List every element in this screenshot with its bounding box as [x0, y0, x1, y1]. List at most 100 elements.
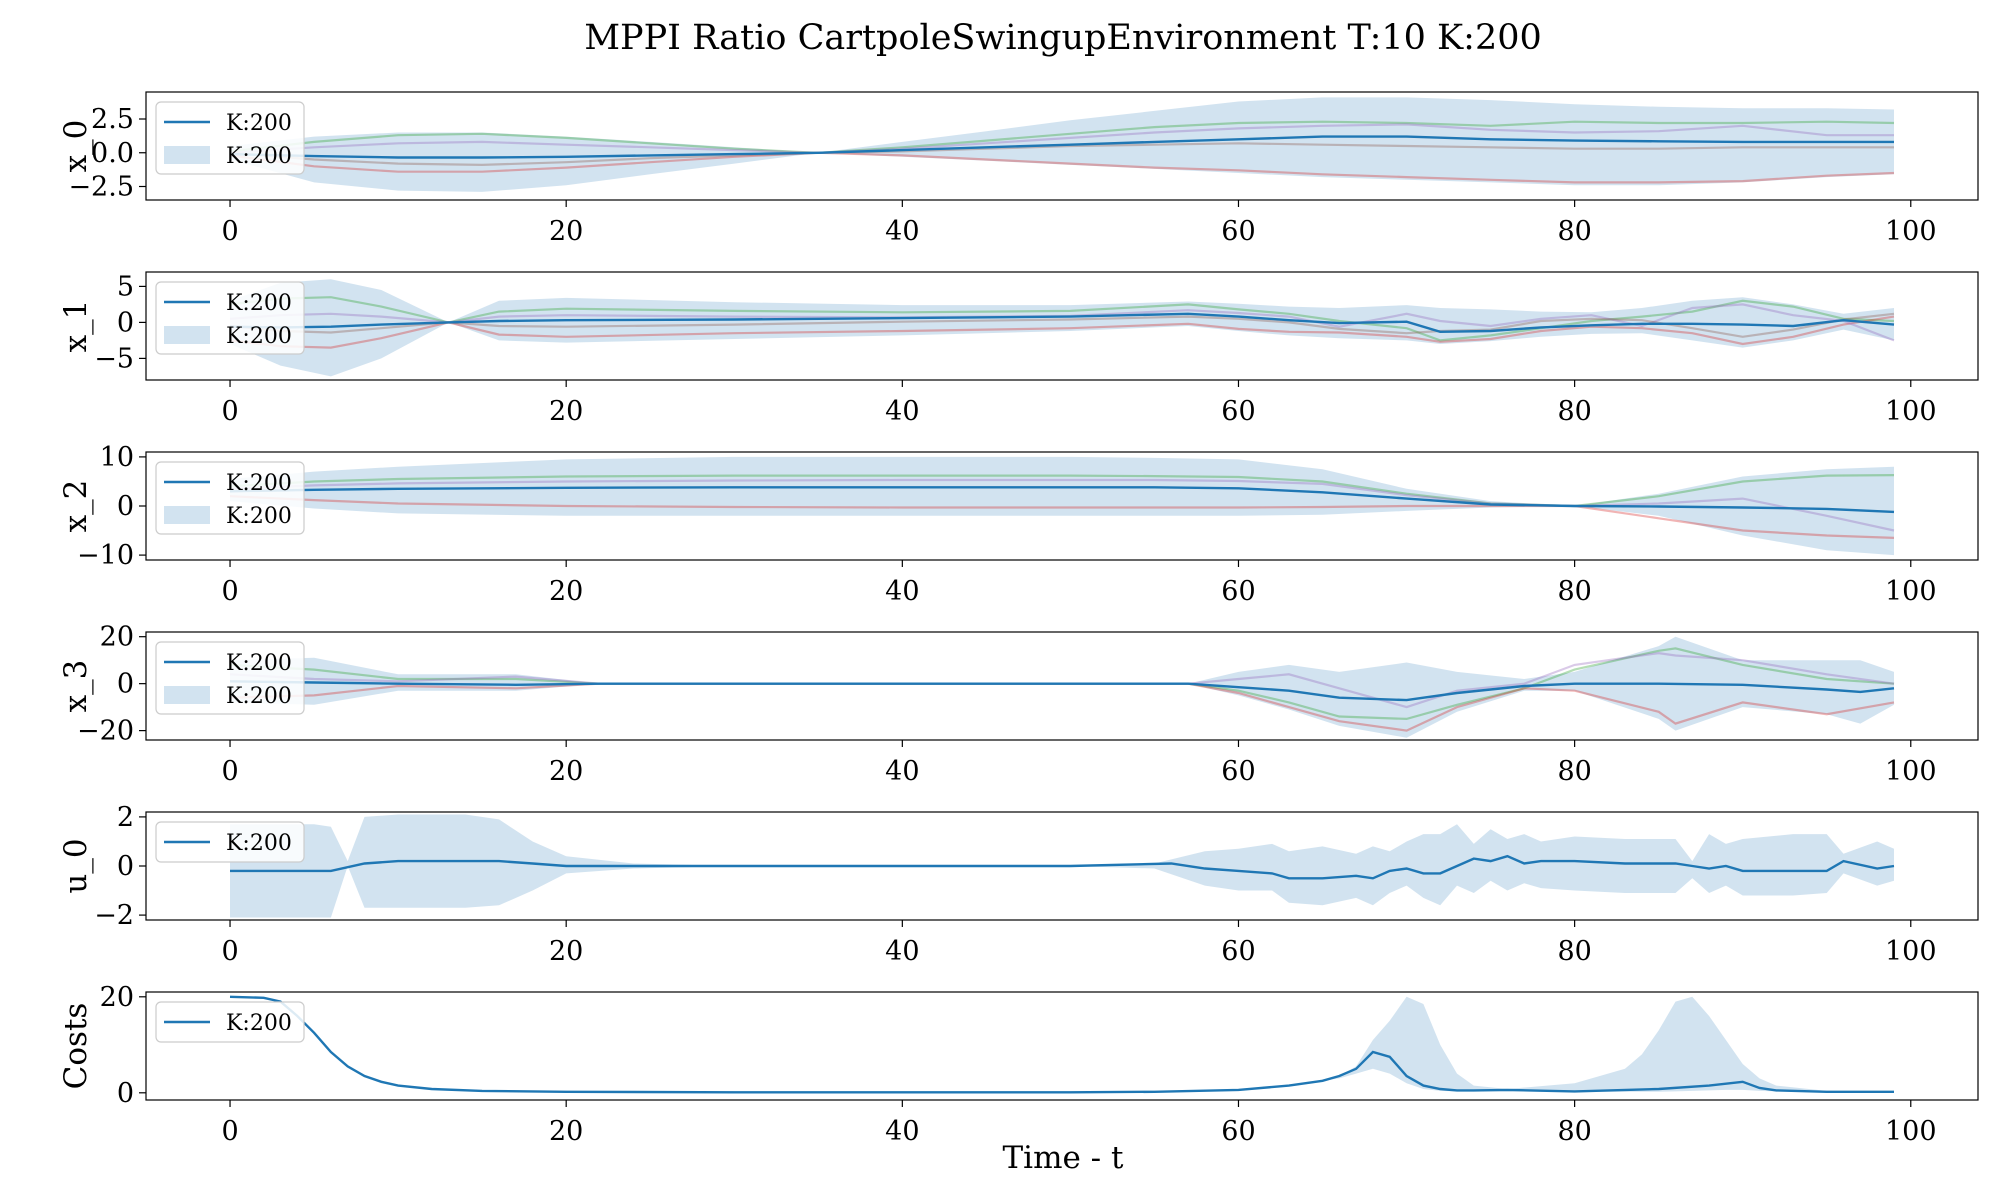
sample-trajectory-0	[229, 647, 1895, 721]
sample-trajectory-1	[229, 682, 1895, 732]
confidence-band	[230, 996, 1894, 1093]
x-tick-label: 20	[549, 756, 583, 787]
legend-entry: K:200	[226, 684, 292, 709]
x-tick-label: 20	[549, 216, 583, 247]
x-tick-label: 0	[221, 396, 238, 427]
legend-entry: K:200	[226, 291, 292, 316]
y-tick-label: −2.5	[68, 172, 134, 203]
sample-trajectory-0	[229, 474, 1895, 508]
sample-trajectory-0	[229, 120, 1895, 154]
y-axis-label: x_0	[58, 120, 94, 173]
axes-frame	[145, 271, 1979, 381]
legend-entry: K:200	[226, 471, 292, 496]
legend-entry: K:200	[226, 831, 292, 856]
sample-trajectory-2	[229, 651, 1895, 709]
mean-line	[229, 995, 1894, 1094]
confidence-band	[230, 636, 1894, 738]
y-axis-label: x_2	[58, 480, 94, 533]
sample-trajectory-2	[229, 478, 1895, 532]
y-tick-label: −10	[77, 540, 134, 571]
x-tick-label: 20	[549, 396, 583, 427]
confidence-band	[230, 814, 1894, 918]
confidence-band	[230, 279, 1894, 377]
mean-line	[229, 680, 1895, 702]
figure-title: MPPI Ratio CartpoleSwingupEnvironment T:…	[584, 18, 1542, 58]
legend-entry: K:200	[226, 111, 292, 136]
plot-area	[229, 279, 1895, 377]
legend-band-swatch	[164, 506, 210, 524]
sample-trajectory-2	[229, 123, 1894, 154]
legend-entry: K:200	[226, 144, 292, 169]
x-tick-label: 80	[1557, 216, 1591, 247]
mean-line	[229, 312, 1895, 334]
y-tick-label: 0	[117, 307, 134, 338]
y-axis-label: Costs	[58, 1003, 94, 1090]
y-tick-label: 10	[100, 442, 134, 473]
x-tick-label: 60	[1221, 756, 1255, 787]
y-tick-label: −20	[77, 716, 134, 747]
x-tick-label: 20	[549, 936, 583, 967]
x-tick-label: 100	[1885, 576, 1937, 607]
mean-line	[229, 486, 1895, 514]
subplot-5: 0 20 0 20 40 60 80 100 Costs K:200	[58, 982, 1979, 1147]
sample-trajectory-1	[229, 495, 1895, 539]
x-tick-label: 40	[885, 936, 919, 967]
plot-area	[229, 456, 1895, 556]
legend: K:200 K:200	[155, 461, 305, 535]
axes-frame	[145, 991, 1979, 1101]
y-tick-label: 0.0	[91, 138, 134, 169]
x-tick-label: 100	[1885, 936, 1937, 967]
x-tick-label: 40	[885, 1116, 919, 1147]
x-tick-label: 40	[885, 216, 919, 247]
legend-entry: K:200	[226, 651, 292, 676]
x-tick-label: 0	[221, 576, 238, 607]
legend-entry: K:200	[226, 1011, 292, 1036]
legend: K:200 K:200	[155, 101, 305, 175]
y-tick-label: 2.5	[91, 104, 134, 135]
x-tick-label: 0	[221, 1116, 238, 1147]
y-tick-label: 0	[117, 491, 134, 522]
plot-area	[229, 995, 1894, 1094]
y-tick-label: 0	[117, 669, 134, 700]
plot-area	[229, 97, 1895, 192]
y-tick-label: −2	[94, 900, 134, 931]
y-tick-label: 2	[117, 802, 134, 833]
x-tick-label: 0	[221, 756, 238, 787]
plot-area	[229, 636, 1895, 738]
x-tick-label: 60	[1221, 936, 1255, 967]
legend-entry: K:200	[226, 504, 292, 529]
x-tick-label: 40	[885, 576, 919, 607]
x-tick-label: 60	[1221, 216, 1255, 247]
y-tick-label: 0	[117, 1078, 134, 1109]
x-tick-label: 0	[221, 216, 238, 247]
legend-band-swatch	[164, 686, 210, 704]
x-tick-label: 100	[1885, 1116, 1937, 1147]
y-axis-label: x_3	[58, 660, 94, 713]
x-tick-label: 100	[1885, 216, 1937, 247]
x-tick-label: 20	[549, 1116, 583, 1147]
y-axis-label: u_0	[58, 838, 94, 893]
y-tick-label: 20	[100, 622, 134, 653]
subplot-3: −20 0 20 0 20 40 60 80 100 x_3 K:200 K:200	[58, 622, 1979, 787]
y-tick-label: 20	[100, 982, 134, 1013]
x-tick-label: 80	[1557, 936, 1591, 967]
confidence-band	[230, 456, 1894, 556]
subplot-1: −5 0 5 0 20 40 60 80 100 x_1 K:200 K:200	[58, 271, 1979, 427]
subplot-0: −2.50.02.5 0 20 40 60 80 100 x_0 K:200 K:200	[58, 91, 1979, 247]
legend: K:200	[155, 821, 305, 863]
mean-line	[229, 135, 1894, 159]
x-tick-label: 100	[1885, 756, 1937, 787]
legend: K:200	[155, 1001, 305, 1043]
axes-frame	[145, 631, 1979, 741]
x-tick-label: 40	[885, 756, 919, 787]
axes-frame	[145, 91, 1979, 201]
plot-area	[230, 814, 1895, 918]
legend-band-swatch	[164, 146, 210, 164]
legend-band-swatch	[164, 326, 210, 344]
x-tick-label: 40	[885, 396, 919, 427]
x-axis-label: Time - t	[1003, 1140, 1125, 1176]
x-tick-label: 20	[549, 576, 583, 607]
x-tick-label: 100	[1885, 396, 1937, 427]
